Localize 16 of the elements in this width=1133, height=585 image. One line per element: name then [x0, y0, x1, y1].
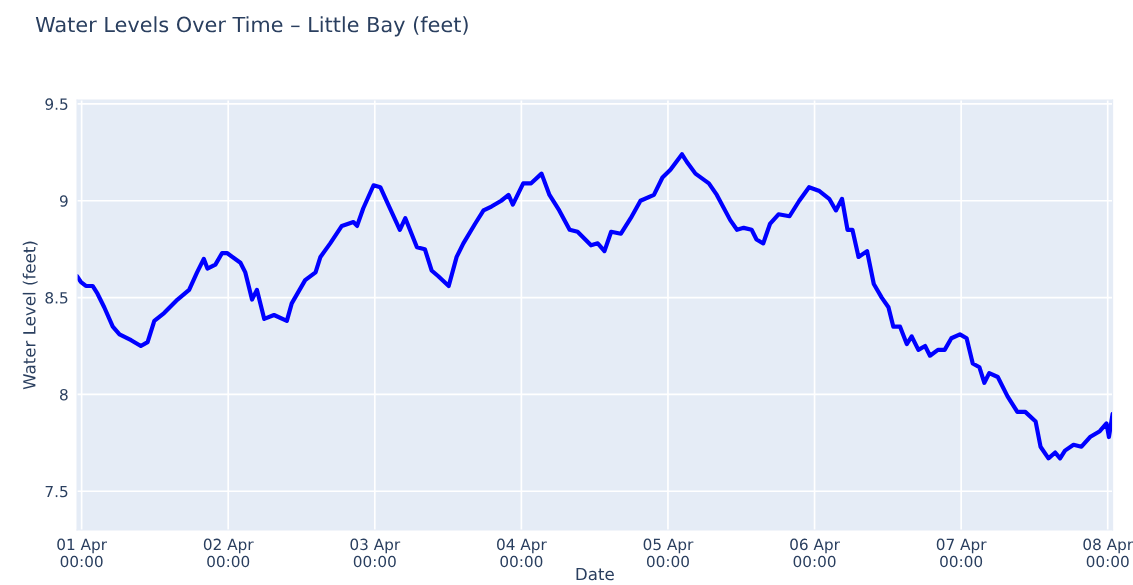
x-tick-label: 04 Apr 00:00: [497, 538, 547, 568]
x-tick-label: 02 Apr 00:00: [203, 538, 254, 568]
y-axis-title: Water Level (feet): [22, 241, 38, 390]
x-tick-label: 01 Apr 00:00: [57, 538, 107, 568]
y-tick-label: 8: [60, 388, 68, 401]
y-tick-label: 8.5: [45, 292, 68, 304]
x-tick-label: 06 Apr 00:00: [790, 538, 840, 568]
x-tick-label: 08 Apr 00:00: [1083, 538, 1133, 568]
y-tick-label: 7.5: [45, 485, 68, 498]
y-tick-label: 9: [59, 195, 68, 207]
x-tick-label: 03 Apr 00:00: [350, 538, 401, 568]
x-tick-label: 07 Apr 00:00: [936, 538, 987, 568]
x-tick-label: 05 Apr 00:00: [643, 538, 694, 568]
x-axis-title: Date: [576, 567, 614, 581]
chart-title: Water Levels Over Time – Little Bay (feet): [35, 16, 468, 37]
y-tick-label: 9.5: [45, 98, 68, 110]
